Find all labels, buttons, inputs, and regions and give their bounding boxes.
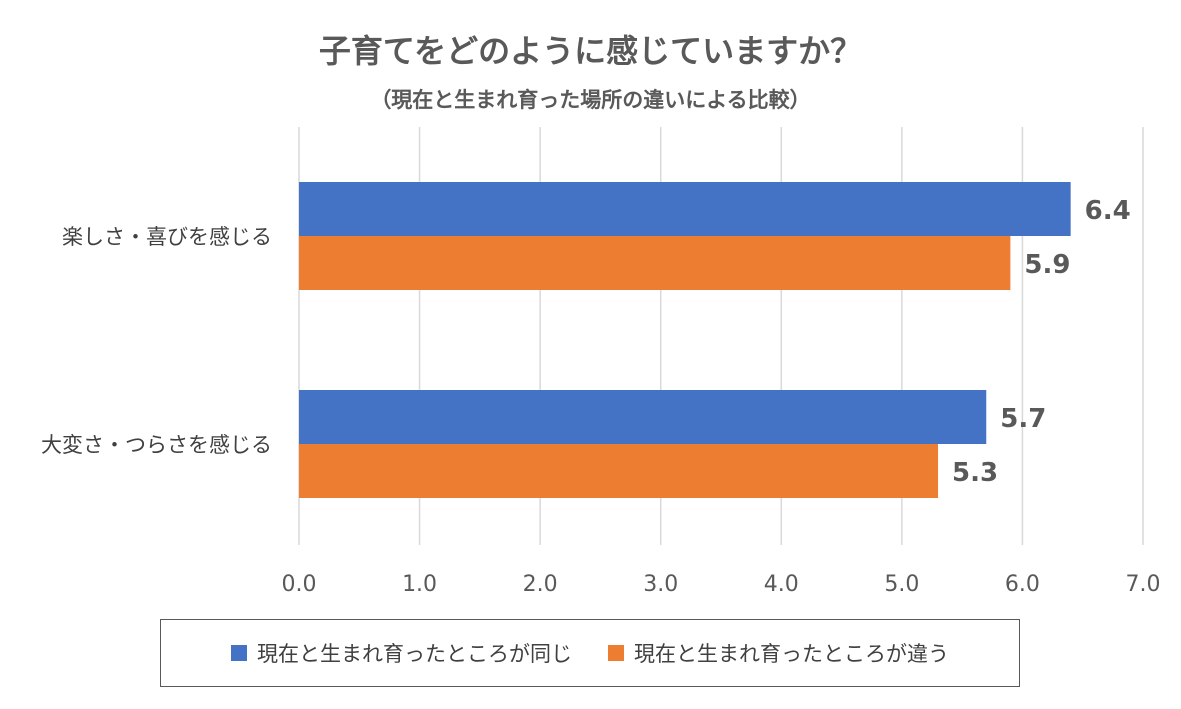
data-label: 5.7 [1000,404,1046,434]
legend-item-same: 現在と生まれ育ったところが同じ [231,638,572,668]
x-tick-label: 5.0 [884,572,919,597]
x-tick-label: 0.0 [282,572,317,597]
legend-swatch-same [231,645,247,661]
legend-label-different: 現在と生まれ育ったところが違う [634,642,949,666]
bar [299,444,939,498]
chart-title: 子育てをどのように感じていますか？ [318,32,863,70]
category-label: 大変さ・つらさを感じる [41,433,272,457]
x-tick-label: 7.0 [1126,572,1161,597]
bar [299,390,987,444]
legend-item-different: 現在と生まれ育ったところが違う [608,638,949,668]
legend-label-same: 現在と生まれ育ったところが同じ [257,642,572,666]
x-tick-label: 2.0 [523,572,558,597]
x-tick-label: 6.0 [1005,572,1040,597]
data-label: 6.4 [1085,196,1131,226]
x-tick-label: 1.0 [402,572,437,597]
x-tick-label: 4.0 [764,572,799,597]
data-label: 5.3 [952,458,998,488]
legend-swatch-different [608,645,624,661]
x-tick-label: 3.0 [643,572,678,597]
bar [299,236,1011,290]
bar [299,182,1071,236]
chart-subtitle: （現在と生まれ育った場所の違いによる比較） [370,88,811,112]
legend: 現在と生まれ育ったところが同じ 現在と生まれ育ったところが違う [160,619,1020,687]
data-label: 5.9 [1024,250,1070,280]
category-label: 楽しさ・喜びを感じる [62,225,272,249]
